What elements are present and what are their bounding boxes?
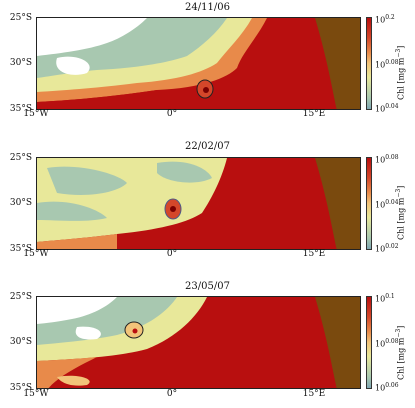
cbar-1-top: 100.2 <box>375 14 395 25</box>
lon-label-15w-3: 15°W <box>23 389 49 399</box>
colorbar-1 <box>366 17 372 110</box>
lon-label-15e: 15°E <box>302 109 326 119</box>
lon-label-0: 0° <box>166 109 178 119</box>
map-panel-2 <box>36 157 361 250</box>
panel-3-title: 23/05/07 <box>185 281 230 292</box>
cbar-3-top: 100.1 <box>375 293 395 304</box>
lat-label-25s: 25°S <box>9 13 32 23</box>
colorbar-3 <box>366 296 372 389</box>
lat-label-30s: 30°S <box>9 58 32 68</box>
cbar-2-bot: 100.02 <box>375 243 399 254</box>
panel-1-title: 24/11/06 <box>185 2 230 13</box>
lon-label-15w-2: 15°W <box>23 249 49 259</box>
map-panel-3 <box>36 296 361 389</box>
lat-label-35s: 35°S <box>9 104 32 114</box>
lat-label-30s-2: 30°S <box>9 198 32 208</box>
lon-label-15e-3: 15°E <box>302 389 326 399</box>
lat-label-30s-3: 30°S <box>9 337 32 347</box>
cbar-2-label: Chl [mg m−3] <box>395 185 406 240</box>
lon-label-0-2: 0° <box>166 249 178 259</box>
cbar-1-bot: 100.04 <box>375 103 399 114</box>
lat-label-25s-2: 25°S <box>9 153 32 163</box>
colorbar-2 <box>366 157 372 250</box>
lat-label-35s-3: 35°S <box>9 383 32 393</box>
lat-label-25s-3: 25°S <box>9 292 32 302</box>
cbar-1-label: Chl [mg m−3] <box>395 45 406 100</box>
map-panel-1 <box>36 17 361 110</box>
lat-label-35s-2: 35°S <box>9 244 32 254</box>
panel-2-title: 22/02/07 <box>185 141 230 152</box>
cbar-2-top: 100.08 <box>375 154 399 165</box>
lon-label-0-3: 0° <box>166 389 178 399</box>
lon-label-15w: 15°W <box>23 109 49 119</box>
cbar-3-bot: 100.06 <box>375 382 399 393</box>
cbar-3-mid: 100.08 <box>375 338 399 349</box>
cbar-1-mid: 100.08 <box>375 59 399 70</box>
cbar-2-mid: 100.04 <box>375 199 399 210</box>
lon-label-15e-2: 15°E <box>302 249 326 259</box>
cbar-3-label: Chl [mg m−3] <box>395 325 406 380</box>
